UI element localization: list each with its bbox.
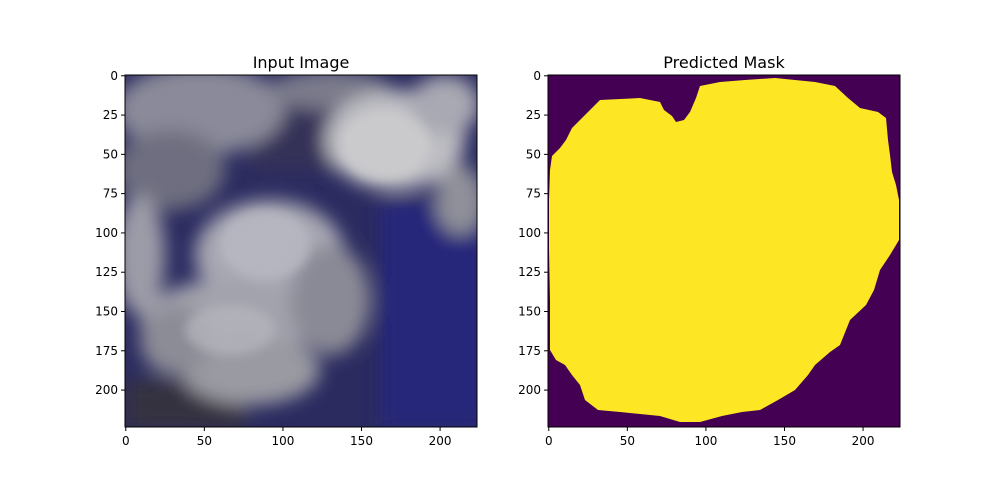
mask-region (549, 78, 899, 422)
input-image-panel: Input Image (95, 53, 478, 448)
y-tick-label: 100 (95, 226, 118, 240)
x-tick-label: 200 (429, 434, 452, 448)
input-image-frame (124, 74, 478, 428)
y-tick-label: 175 (518, 344, 541, 358)
y-tick-label: 200 (518, 383, 541, 397)
y-tick-label: 0 (533, 69, 541, 83)
predicted-mask-frame (547, 74, 901, 428)
input-image-axes: 0 50 100 150 200 0 25 50 75 100 125 150 175 200 (95, 69, 451, 448)
x-tick-label: 50 (197, 434, 212, 448)
predicted-mask-title: Predicted Mask (663, 53, 785, 72)
y-tick-label: 200 (95, 383, 118, 397)
y-tick-label: 25 (526, 108, 541, 122)
y-tick-label: 75 (526, 187, 541, 201)
y-tick-label: 75 (103, 187, 118, 201)
y-tick-label: 25 (103, 108, 118, 122)
y-tick-label: 100 (518, 226, 541, 240)
y-tick-label: 0 (110, 69, 118, 83)
x-tick-label: 50 (620, 434, 635, 448)
y-tick-label: 150 (518, 305, 541, 319)
y-tick-label: 150 (95, 305, 118, 319)
input-image-title: Input Image (253, 53, 350, 72)
y-tick-label: 125 (95, 265, 118, 279)
x-tick-label: 0 (122, 434, 130, 448)
x-tick-label: 100 (271, 434, 294, 448)
input-image-photo (125, 75, 477, 427)
y-tick-label: 125 (518, 265, 541, 279)
y-tick-label: 175 (95, 344, 118, 358)
predicted-mask-panel: Predicted Mask 0 50 100 150 200 0 25 50 75 100 125… (518, 53, 901, 448)
y-tick-label: 50 (103, 147, 118, 161)
predicted-mask-image (548, 75, 900, 427)
x-tick-label: 150 (773, 434, 796, 448)
predicted-mask-axes: 0 50 100 150 200 0 25 50 75 100 125 150 175 200 (518, 69, 874, 448)
y-tick-label: 50 (526, 147, 541, 161)
x-tick-label: 0 (545, 434, 553, 448)
x-tick-label: 100 (694, 434, 717, 448)
x-tick-label: 150 (350, 434, 373, 448)
x-tick-label: 200 (852, 434, 875, 448)
